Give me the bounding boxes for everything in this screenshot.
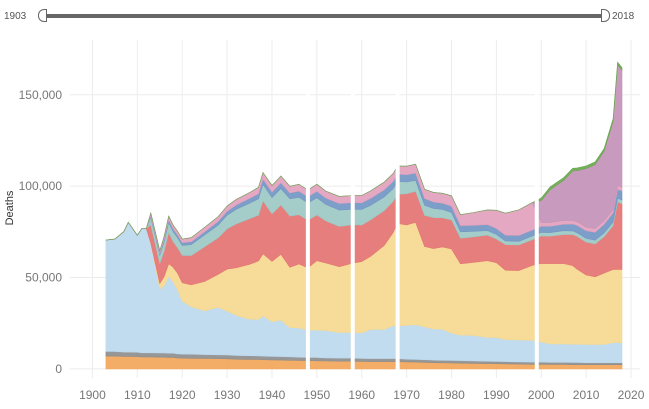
slider-start-handle[interactable] [38, 9, 47, 22]
y-tick-label: 50,000 [25, 271, 62, 285]
x-tick-label: 1900 [79, 388, 106, 402]
x-tick-label: 1970 [393, 388, 420, 402]
x-tick-label: 1920 [169, 388, 196, 402]
x-tick-label: 2000 [528, 388, 555, 402]
data-gap-marker [350, 40, 355, 378]
x-tick-label: 1990 [483, 388, 510, 402]
y-axis-title: Deaths [4, 190, 16, 225]
area-series-group[interactable] [105, 61, 623, 370]
gap-markers [305, 40, 539, 378]
x-tick-label: 1940 [259, 388, 286, 402]
y-tick-label: 150,000 [19, 88, 63, 102]
y-tick-label: 100,000 [19, 179, 63, 193]
x-tick-label: 1930 [214, 388, 241, 402]
slider-track[interactable] [44, 14, 604, 18]
slider-end-handle[interactable] [601, 9, 610, 22]
x-tick-label: 1980 [438, 388, 465, 402]
data-gap-marker [534, 40, 539, 378]
x-tick-label: 1960 [348, 388, 375, 402]
x-tick-label: 1910 [124, 388, 151, 402]
slider-max-label: 2018 [612, 11, 635, 22]
y-tick-label: 0 [55, 362, 62, 376]
x-tick-label: 1950 [303, 388, 330, 402]
data-gap-marker [395, 40, 400, 378]
x-tick-label: 2020 [618, 388, 645, 402]
year-range-slider[interactable]: 1903 2018 [0, 0, 649, 30]
y-axis-ticks: 0 50,000 100,000 150,000 [19, 88, 63, 376]
data-gap-marker [305, 40, 310, 378]
area-series-10[interactable] [105, 61, 623, 252]
x-tick-label: 2010 [573, 388, 600, 402]
x-axis-ticks: 1900 1910 1920 1930 1940 1950 1960 1970 1980 1990… [79, 388, 645, 402]
slider-min-label: 1903 [4, 11, 27, 22]
